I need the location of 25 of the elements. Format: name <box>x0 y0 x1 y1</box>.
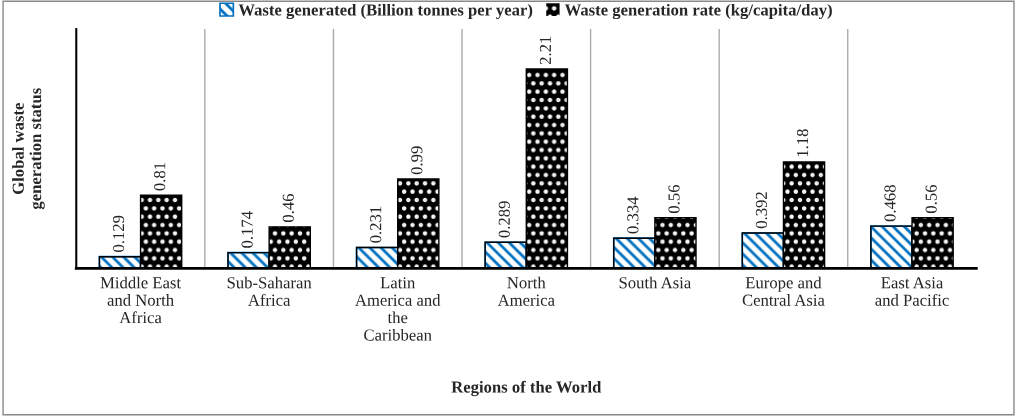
data-label: 0.56 <box>925 184 937 214</box>
y-axis-title: Global waste generation status <box>12 88 45 210</box>
data-label: 0.392 <box>755 192 768 229</box>
data-label: 0.81 <box>154 162 166 191</box>
data-label: 0.99 <box>411 146 423 175</box>
data-label: 1.18 <box>796 129 809 157</box>
x-tick-label: South Asia <box>619 276 691 289</box>
data-label: 0.174 <box>241 211 253 248</box>
data-label: 2.21 <box>539 36 552 65</box>
x-tick-label: North America <box>497 276 555 306</box>
legend-label: Waste generation rate (kg/capita/day) <box>564 3 832 20</box>
x-tick-label: Sub-Saharan Africa <box>227 276 312 306</box>
x-tick-label: East Asia and Pacific <box>875 277 949 306</box>
data-label: 0.289 <box>498 201 510 238</box>
data-label: 0.46 <box>282 193 294 223</box>
x-axis-title: Regions of the World <box>451 380 602 397</box>
x-tick-label: Latin America and the Caribbean <box>355 277 441 341</box>
data-label: 0.56 <box>668 184 680 214</box>
data-label: 0.334 <box>627 196 639 234</box>
data-label: 0.231 <box>370 206 382 243</box>
x-tick-label: Europe and Central Asia <box>742 276 825 306</box>
data-label: 0.129 <box>112 215 125 252</box>
legend-label: Waste generated (Billion tonnes per year) <box>238 3 533 20</box>
data-label: 0.468 <box>884 185 896 222</box>
x-tick-label: Middle East and North Africa <box>100 276 181 324</box>
